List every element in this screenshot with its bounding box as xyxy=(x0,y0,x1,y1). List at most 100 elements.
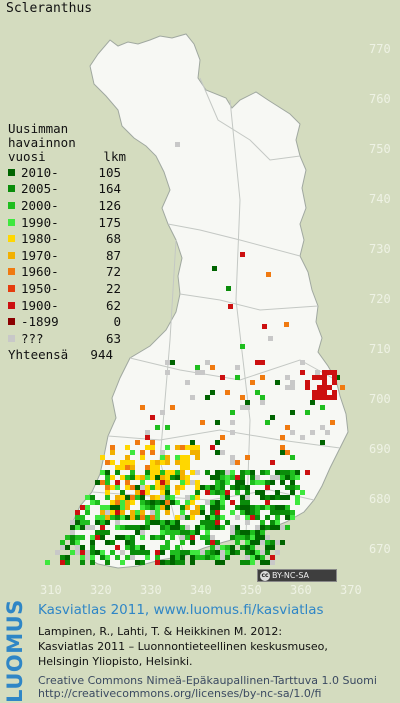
legend-count: 164 xyxy=(98,181,121,197)
observation-square xyxy=(332,375,337,380)
observation-square xyxy=(165,370,170,375)
observation-square xyxy=(255,390,260,395)
cc-license-badge[interactable]: cc BY-NC-SA xyxy=(257,569,337,582)
observation-square xyxy=(105,560,110,565)
observation-square xyxy=(210,520,215,525)
observation-square xyxy=(190,510,195,515)
observation-square xyxy=(270,555,275,560)
observation-square xyxy=(295,475,300,480)
observation-square xyxy=(120,550,125,555)
observation-square xyxy=(185,380,190,385)
observation-square xyxy=(110,460,115,465)
x-tick-350: 350 xyxy=(240,583,262,597)
observation-square xyxy=(165,545,170,550)
species-title: Scleranthus xyxy=(6,1,93,16)
observation-square xyxy=(245,455,250,460)
observation-square xyxy=(322,390,327,395)
legend-swatch xyxy=(8,185,15,193)
observation-square xyxy=(327,370,332,375)
observation-square xyxy=(85,510,90,515)
observation-square xyxy=(235,460,240,465)
observation-square xyxy=(210,515,215,520)
observation-square xyxy=(210,445,215,450)
observation-square xyxy=(130,475,135,480)
observation-square xyxy=(130,450,135,455)
observation-square xyxy=(195,455,200,460)
observation-square xyxy=(140,545,145,550)
observation-square xyxy=(100,515,105,520)
legend-row: ??? 63 xyxy=(8,330,138,347)
observation-square xyxy=(135,550,140,555)
legend-count: 0 xyxy=(113,314,121,330)
observation-square xyxy=(265,515,270,520)
observation-square xyxy=(190,515,195,520)
legend-row: 1900- 62 xyxy=(8,297,138,314)
observation-square xyxy=(165,485,170,490)
observation-square xyxy=(270,510,275,515)
observation-square xyxy=(265,500,270,505)
observation-square xyxy=(215,525,220,530)
observation-square xyxy=(215,470,220,475)
observation-square xyxy=(95,515,100,520)
observation-square xyxy=(275,550,280,555)
legend-swatch xyxy=(8,334,15,342)
observation-square xyxy=(100,480,105,485)
observation-square xyxy=(320,440,325,445)
observation-square xyxy=(95,500,100,505)
observation-square xyxy=(170,495,175,500)
observation-square xyxy=(180,530,185,535)
observation-square xyxy=(285,475,290,480)
observation-square xyxy=(260,520,265,525)
county-border-8 xyxy=(159,239,185,557)
observation-square xyxy=(125,465,130,470)
x-tick-360: 360 xyxy=(290,583,312,597)
observation-square xyxy=(265,540,270,545)
atlas-link[interactable]: Kasviatlas 2011, www.luomus.fi/kasviatla… xyxy=(38,602,324,618)
observation-square xyxy=(260,375,265,380)
observation-square xyxy=(130,535,135,540)
observation-square xyxy=(140,485,145,490)
observation-square xyxy=(165,500,170,505)
observation-square xyxy=(220,500,225,505)
observation-square xyxy=(332,370,337,375)
observation-square xyxy=(125,475,130,480)
observation-square xyxy=(175,470,180,475)
y-tick-690: 690 xyxy=(369,442,391,456)
observation-square xyxy=(105,515,110,520)
observation-square xyxy=(245,550,250,555)
legend-heading-1: Uusimman xyxy=(8,121,69,136)
observation-square xyxy=(125,480,130,485)
y-tick-750: 750 xyxy=(369,142,391,156)
observation-square xyxy=(260,400,265,405)
observation-square xyxy=(150,515,155,520)
observation-square xyxy=(220,475,225,480)
license-url[interactable]: http://creativecommons.org/licenses/by-n… xyxy=(38,687,322,700)
observation-square xyxy=(175,500,180,505)
observation-square xyxy=(220,435,225,440)
observation-square xyxy=(305,470,310,475)
observation-square xyxy=(130,460,135,465)
observation-square xyxy=(280,480,285,485)
observation-square xyxy=(225,520,230,525)
observation-square xyxy=(150,445,155,450)
observation-square xyxy=(275,525,280,530)
observation-square xyxy=(230,530,235,535)
observation-square xyxy=(275,520,280,525)
observation-square xyxy=(290,515,295,520)
observation-square xyxy=(70,525,75,530)
observation-square xyxy=(185,455,190,460)
observation-square xyxy=(165,455,170,460)
observation-square xyxy=(215,450,220,455)
observation-square xyxy=(268,336,273,341)
observation-square xyxy=(160,470,165,475)
legend-count: 105 xyxy=(98,164,121,180)
observation-square xyxy=(220,550,225,555)
observation-square xyxy=(125,505,130,510)
observation-square xyxy=(80,555,85,560)
observation-square xyxy=(80,515,85,520)
observation-square xyxy=(205,500,210,505)
observation-square xyxy=(245,500,250,505)
observation-square xyxy=(310,430,315,435)
observation-square xyxy=(260,480,265,485)
observation-square xyxy=(125,455,130,460)
